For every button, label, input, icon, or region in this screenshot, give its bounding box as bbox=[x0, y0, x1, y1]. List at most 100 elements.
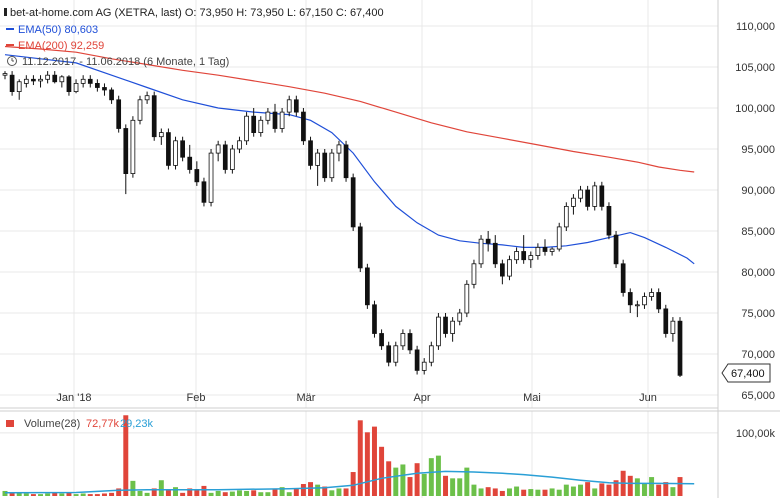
candle bbox=[507, 259, 512, 277]
volume-bar bbox=[400, 464, 406, 496]
candle bbox=[556, 226, 562, 250]
ema200-path bbox=[4, 45, 695, 173]
price-axis: 110,000 105,000 100,000 95,000 90,000 85,000 8… bbox=[735, 21, 775, 440]
candle bbox=[627, 292, 633, 306]
candle bbox=[180, 140, 185, 158]
candle bbox=[2, 73, 8, 76]
price-tick-label: 70,000 bbox=[741, 349, 775, 361]
candle bbox=[357, 226, 363, 269]
volume-bar bbox=[144, 492, 150, 496]
volume-bar bbox=[130, 480, 136, 496]
candle bbox=[279, 111, 285, 129]
candle bbox=[478, 238, 484, 265]
candle bbox=[59, 76, 65, 83]
candle bbox=[372, 304, 377, 334]
candle bbox=[293, 99, 299, 113]
candle bbox=[464, 283, 470, 314]
volume-bar bbox=[549, 488, 555, 496]
instrument-marker bbox=[4, 8, 7, 16]
candle bbox=[9, 74, 15, 92]
candle bbox=[585, 189, 590, 207]
volume-bar bbox=[208, 492, 214, 496]
candle bbox=[102, 87, 107, 91]
candle bbox=[535, 246, 541, 256]
volume-bar bbox=[599, 483, 605, 496]
volume-bar bbox=[407, 477, 413, 496]
candle bbox=[144, 95, 150, 101]
ema50-legend[interactable]: EMA(50) 80,603 bbox=[18, 24, 98, 36]
volume-bar bbox=[414, 463, 420, 496]
price-tick-label: 75,000 bbox=[741, 308, 775, 320]
candle bbox=[237, 140, 242, 150]
candle bbox=[528, 255, 534, 261]
candle bbox=[194, 169, 200, 183]
volume-bar bbox=[542, 489, 548, 496]
volume-value: 72,77k bbox=[86, 418, 120, 430]
candle bbox=[315, 152, 320, 166]
date-range: 11.12.2017 - 11.06.2018 (6 Monate, 1 Tag… bbox=[22, 56, 229, 68]
candle bbox=[592, 185, 598, 207]
price-tick-label: 65,000 bbox=[741, 390, 775, 402]
volume-bar bbox=[443, 475, 449, 496]
volume-bar bbox=[16, 492, 22, 496]
volume-bar bbox=[336, 488, 342, 496]
candle bbox=[166, 132, 171, 166]
price-tick-label: 110,000 bbox=[736, 21, 775, 33]
volume-bar bbox=[499, 490, 505, 496]
candle bbox=[443, 316, 448, 334]
volume-bar bbox=[563, 484, 569, 496]
candle bbox=[365, 267, 370, 306]
price-tick-label: 85,000 bbox=[741, 226, 775, 238]
volume-bar bbox=[450, 478, 456, 496]
volume-bar bbox=[315, 484, 321, 496]
volume-bar bbox=[670, 487, 676, 496]
candle bbox=[222, 144, 228, 170]
candle bbox=[87, 78, 93, 84]
volume-bar bbox=[244, 490, 250, 496]
candle bbox=[450, 320, 455, 334]
volume-bar bbox=[677, 477, 683, 496]
volume-bar bbox=[272, 489, 278, 496]
candle bbox=[620, 263, 626, 293]
candle bbox=[649, 292, 654, 297]
volume-bar bbox=[322, 486, 328, 496]
volume-bar bbox=[634, 478, 640, 496]
volume-bar bbox=[116, 488, 122, 496]
volume-bar bbox=[173, 487, 179, 496]
candle bbox=[492, 242, 498, 265]
candle bbox=[265, 111, 271, 121]
candle bbox=[80, 78, 86, 84]
candle bbox=[613, 234, 619, 265]
candle bbox=[258, 119, 264, 134]
volume-bar bbox=[73, 494, 79, 496]
volume-bar bbox=[585, 482, 591, 496]
volume-bar bbox=[478, 488, 484, 496]
volume-bar bbox=[38, 494, 44, 496]
volume-bar bbox=[521, 489, 527, 496]
price-tick-label: 105,000 bbox=[735, 62, 775, 74]
candle bbox=[201, 181, 207, 203]
candle bbox=[350, 177, 356, 228]
volume-label[interactable]: Volume(28) bbox=[24, 418, 80, 430]
candle bbox=[173, 140, 178, 166]
candle bbox=[215, 144, 221, 154]
volume-bar bbox=[258, 492, 264, 496]
volume-bar bbox=[66, 492, 72, 496]
candle bbox=[471, 263, 477, 285]
candle bbox=[23, 78, 29, 84]
candle bbox=[66, 76, 72, 92]
volume-bar bbox=[464, 467, 470, 496]
candle bbox=[635, 304, 640, 307]
volume-bar bbox=[528, 489, 534, 496]
price-tick-label: 95,000 bbox=[741, 144, 775, 156]
ema200-legend[interactable]: EMA(200) 92,259 bbox=[18, 40, 104, 52]
volume-bar bbox=[435, 455, 441, 496]
volume-bar bbox=[59, 493, 65, 496]
volume-bar bbox=[293, 488, 299, 496]
candle bbox=[109, 89, 114, 101]
candle bbox=[343, 144, 349, 179]
volume-bar bbox=[350, 472, 356, 496]
volume-bar bbox=[386, 461, 392, 496]
volume-bar bbox=[80, 493, 86, 496]
